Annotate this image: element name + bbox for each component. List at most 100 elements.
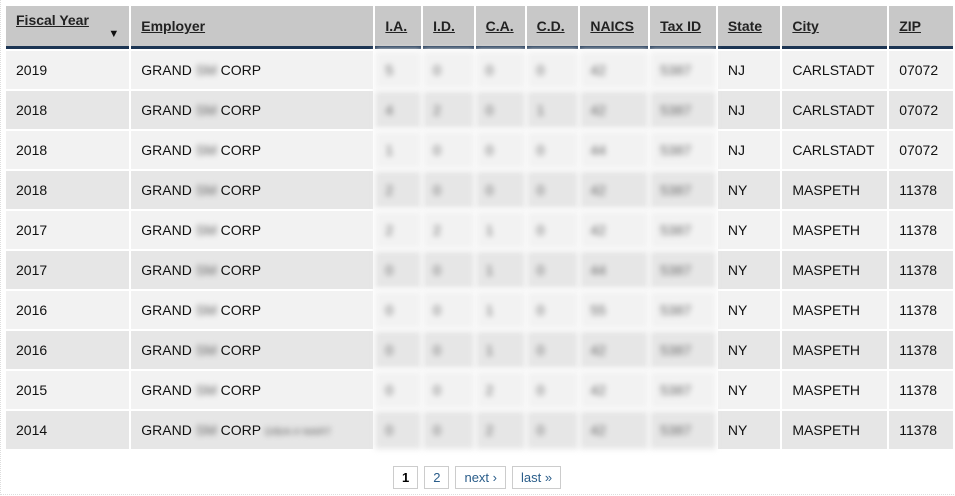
table-row: 2014 GRAND SM CORP D/B/A H MART 0 0 2 0 42 5387… — [6, 409, 953, 449]
cell-id: 0 — [423, 169, 474, 209]
header-row: Fiscal Year ▼ Employer I.A. I.D. C.A. C.D. NAIC… — [6, 6, 953, 49]
table-row: 2017 GRAND SM CORP 0 0 1 0 44 5387 NY MASPETH 113… — [6, 249, 953, 289]
cell-state: NY — [717, 289, 781, 329]
cell-id: 0 — [423, 329, 474, 369]
table-row: 2018 GRAND SM CORP 2 0 0 0 42 5387 NY MASPETH 113… — [6, 169, 953, 209]
cell-ia: 5 — [375, 49, 422, 89]
employer-emp2: CORP — [220, 382, 262, 398]
table-row: 2018 GRAND SM CORP 4 2 0 1 42 5387 NJ CARLSTADT 0… — [6, 89, 953, 129]
page-2-link[interactable]: 2 — [424, 466, 450, 489]
cell-tax: 5387 — [650, 249, 716, 289]
cell-naics: 42 — [580, 49, 649, 89]
column-header[interactable]: ZIP — [889, 6, 953, 49]
cell-cd: 0 — [526, 129, 579, 169]
cell-state: NY — [717, 249, 781, 289]
cell-year: 2017 — [6, 209, 130, 249]
cell-cd: 0 — [526, 409, 579, 449]
employer-emp_blur: SM — [195, 302, 217, 318]
cell-city: MASPETH — [782, 249, 888, 289]
caret-down-icon[interactable]: ▼ — [108, 28, 120, 40]
cell-id: 0 — [423, 49, 474, 89]
column-header[interactable]: C.A. — [475, 6, 525, 49]
employer-emp2: CORP — [220, 222, 262, 238]
employer-emp2: CORP — [220, 142, 262, 158]
sort-link[interactable]: C.D. — [536, 18, 565, 34]
cell-naics: 42 — [580, 369, 649, 409]
column-header[interactable]: I.A. — [375, 6, 422, 49]
employer-emp1: GRAND — [141, 182, 192, 198]
cell-state: NY — [717, 169, 781, 209]
column-header[interactable]: City — [782, 6, 888, 49]
cell-city: MASPETH — [782, 289, 888, 329]
sort-link[interactable]: I.A. — [385, 18, 408, 34]
cell-year: 2014 — [6, 409, 130, 449]
cell-employer: GRAND SM CORP — [131, 209, 374, 249]
cell-city: MASPETH — [782, 409, 888, 449]
cell-year: 2019 — [6, 49, 130, 89]
employer-emp2: CORP — [220, 422, 261, 438]
cell-employer: GRAND SM CORP — [131, 89, 374, 129]
last-page-link[interactable]: last » — [511, 466, 562, 489]
sort-link[interactable]: I.D. — [433, 18, 455, 34]
cell-ia: 0 — [375, 369, 422, 409]
sort-link[interactable]: Fiscal Year — [16, 12, 89, 28]
cell-ca: 1 — [475, 249, 525, 289]
sort-link[interactable]: NAICS — [590, 18, 634, 34]
column-header[interactable]: Fiscal Year ▼ — [6, 6, 130, 49]
cell-year: 2016 — [6, 289, 130, 329]
cell-cd: 0 — [526, 249, 579, 289]
cell-employer: GRAND SM CORP — [131, 249, 374, 289]
cell-employer: GRAND SM CORP — [131, 169, 374, 209]
employer-emp2: CORP — [220, 342, 262, 358]
employer-emp_blur: SM — [195, 62, 217, 78]
cell-ia: 2 — [375, 169, 422, 209]
cell-employer: GRAND SM CORP — [131, 329, 374, 369]
column-header[interactable]: NAICS — [580, 6, 649, 49]
sort-link[interactable]: City — [792, 18, 819, 34]
cell-year: 2016 — [6, 329, 130, 369]
column-header[interactable]: C.D. — [526, 6, 579, 49]
cell-naics: 42 — [580, 169, 649, 209]
cell-cd: 0 — [526, 329, 579, 369]
cell-ca: 2 — [475, 409, 525, 449]
cell-tax: 5387 — [650, 329, 716, 369]
cell-id: 0 — [423, 249, 474, 289]
employer-emp_blur: SM — [195, 182, 217, 198]
column-header[interactable]: Employer — [131, 6, 374, 49]
cell-ca: 0 — [475, 49, 525, 89]
cell-cd: 1 — [526, 89, 579, 129]
employer-emp1: GRAND — [141, 262, 192, 278]
cell-employer: GRAND SM CORP — [131, 129, 374, 169]
cell-city: MASPETH — [782, 209, 888, 249]
cell-cd: 0 — [526, 209, 579, 249]
next-page-link[interactable]: next › — [455, 466, 506, 489]
column-header[interactable]: I.D. — [423, 6, 474, 49]
employer-emp1: GRAND — [141, 302, 192, 318]
pagination: 1 2 next › last » — [393, 466, 562, 489]
cell-city: CARLSTADT — [782, 89, 888, 129]
employer-emp_blur: SM — [195, 222, 217, 238]
cell-ia: 1 — [375, 129, 422, 169]
sort-link[interactable]: State — [727, 18, 763, 34]
employer-emp1: GRAND — [141, 422, 192, 438]
cell-state: NJ — [717, 89, 781, 129]
sort-link[interactable]: Employer — [141, 18, 206, 34]
sort-link[interactable]: C.A. — [485, 18, 514, 34]
cell-city: CARLSTADT — [782, 49, 888, 89]
employer-emp_blur: SM — [195, 422, 217, 438]
sort-link[interactable]: ZIP — [899, 18, 921, 34]
cell-naics: 55 — [580, 289, 649, 329]
table-row: 2016 GRAND SM CORP 0 0 1 0 42 5387 NY MASPETH 113… — [6, 329, 953, 369]
employer-emp2: CORP — [220, 182, 262, 198]
cell-year: 2018 — [6, 89, 130, 129]
cell-tax: 5387 — [650, 209, 716, 249]
column-header[interactable]: State — [717, 6, 781, 49]
column-header[interactable]: Tax ID — [650, 6, 716, 49]
cell-employer: GRAND SM CORP — [131, 369, 374, 409]
table-row: 2018 GRAND SM CORP 1 0 0 0 44 5387 NJ CARLSTADT 0… — [6, 129, 953, 169]
cell-state: NY — [717, 329, 781, 369]
cell-year: 2015 — [6, 369, 130, 409]
sort-link[interactable]: Tax ID — [660, 18, 702, 34]
cell-id: 0 — [423, 409, 474, 449]
